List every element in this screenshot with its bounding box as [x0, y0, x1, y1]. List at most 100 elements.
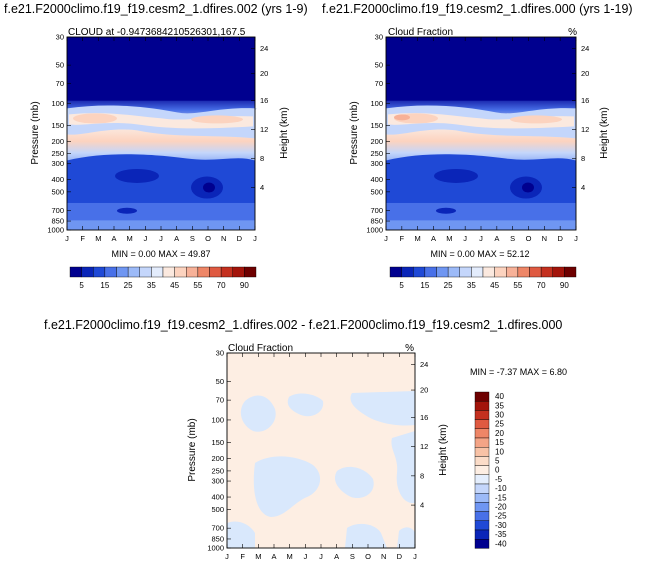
mid-level-cloud [67, 154, 255, 203]
mid-level-min-core [203, 182, 215, 193]
panel-b: f.e21.F2000climo.f19_f19.cesm2_1.dfires.… [322, 2, 633, 290]
x-tick-label: J [574, 234, 578, 243]
diff-field-negative [350, 391, 415, 426]
y-tick-label: 150 [370, 121, 383, 130]
panel-a-ylabel-right: Height (km) [279, 107, 290, 159]
colorbar-swatch [474, 474, 490, 485]
x-tick-label: M [415, 234, 421, 243]
colorbar-swatch [93, 266, 106, 278]
colorbar-label: 70 [217, 281, 226, 290]
colorbar-swatch [494, 266, 507, 278]
y-tick-label: 500 [370, 187, 383, 196]
panel-b-title: f.e21.F2000climo.f19_f19.cesm2_1.dfires.… [322, 2, 633, 16]
colorbar-label: 90 [560, 281, 569, 290]
colorbar-swatch [424, 266, 437, 278]
x-tick-label: J [225, 552, 229, 561]
x-tick-label: M [255, 552, 261, 561]
panel-b-subtitle: Cloud Fraction [388, 27, 453, 38]
colorbar-label: 45 [170, 281, 179, 290]
y-tick-label: 1000 [366, 226, 383, 235]
colorbar-swatch [506, 266, 519, 278]
panel-a: f.e21.F2000climo.f19_f19.cesm2_1.dfires.… [4, 2, 308, 290]
colorbar-label: 15 [420, 281, 429, 290]
low-level-min [117, 207, 137, 214]
y-right-tick-label: 20 [581, 69, 589, 78]
colorbar-swatch [389, 266, 402, 278]
panel-b-colorbar: 5 15 25 35 45 55 70 90 [389, 266, 577, 290]
x-tick-label: J [463, 234, 467, 243]
panel-a-ylabel: Pressure (mb) [30, 101, 41, 164]
x-tick-label: A [334, 552, 339, 561]
colorbar-label: 55 [193, 281, 202, 290]
y-tick-label: 850 [51, 217, 64, 226]
panel-c-subtitle: Cloud Fraction [228, 343, 293, 354]
y-tick-label: 400 [370, 175, 383, 184]
colorbar-swatch [474, 391, 490, 402]
x-tick-label: A [431, 234, 436, 243]
x-tick-label: M [127, 234, 133, 243]
panel-b-stats: MIN = 0.00 MAX = 52.12 [430, 249, 529, 259]
colorbar-swatch [459, 266, 472, 278]
y-tick-label: 50 [375, 61, 383, 70]
colorbar-label: 35 [147, 281, 156, 290]
panel-b-ylabel: Pressure (mb) [349, 101, 360, 164]
y-tick-label: 300 [370, 159, 383, 168]
colorbar-label: 70 [537, 281, 546, 290]
y-tick-label: 700 [51, 206, 64, 215]
plot-frame [66, 36, 256, 231]
colorbar-label: 25 [495, 420, 504, 429]
x-tick-label: S [350, 552, 355, 561]
panel-c-title: f.e21.F2000climo.f19_f19.cesm2_1.dfires.… [44, 318, 562, 332]
mid-level-min-left [115, 168, 159, 183]
y-tick-label: 500 [211, 505, 224, 514]
cloud-field-low-values [386, 37, 576, 101]
x-tick-label: F [400, 234, 405, 243]
y-right-tick-label: 24 [420, 360, 428, 369]
y-right-tick-label: 8 [260, 154, 264, 163]
colorbar-swatch [474, 502, 490, 512]
y-tick-label: 50 [56, 61, 64, 70]
colorbar-swatch [209, 266, 222, 278]
colorbar-swatch [474, 539, 490, 549]
x-tick-label: D [557, 234, 563, 243]
colorbar-label: 35 [495, 401, 504, 410]
x-tick-label: O [365, 552, 371, 561]
x-tick-label: N [542, 234, 547, 243]
colorbar-swatch [116, 266, 129, 278]
x-tick-label: N [221, 234, 226, 243]
colorbar-label: 5 [399, 281, 404, 290]
y-tick-label: 850 [370, 217, 383, 226]
x-tick-label: F [80, 234, 85, 243]
cloud-band-core-right [191, 115, 243, 124]
colorbar-label: 0 [495, 466, 500, 475]
colorbar-swatch [232, 266, 245, 278]
panel-a-stats: MIN = 0.00 MAX = 49.87 [111, 249, 210, 259]
y-right-tick-label: 12 [581, 125, 589, 134]
colorbar-label: -20 [495, 503, 507, 512]
y-tick-label: 70 [56, 79, 64, 88]
colorbar-swatch [474, 410, 490, 420]
colorbar-swatch [474, 529, 490, 540]
y-tick-label: 100 [370, 99, 383, 108]
y-right-tick-label: 24 [260, 44, 268, 53]
y-tick-label: 250 [211, 466, 224, 475]
y-tick-label: 50 [216, 377, 224, 386]
colorbar-label: 40 [495, 392, 504, 401]
x-tick-label: A [174, 234, 179, 243]
colorbar-label: 55 [513, 281, 522, 290]
y-tick-label: 30 [375, 33, 383, 42]
diff-field-negative [227, 521, 255, 548]
colorbar-swatch [186, 266, 199, 278]
colorbar-label: -30 [495, 521, 507, 530]
y-right-tick-label: 20 [420, 386, 428, 395]
colorbar-swatch [127, 266, 140, 278]
panel-c-ylabel: Pressure (mb) [187, 418, 198, 481]
x-tick-label: J [253, 234, 257, 243]
colorbar-swatch [517, 266, 530, 278]
x-tick-label: S [190, 234, 195, 243]
colorbar-swatch [69, 266, 82, 278]
colorbar-swatch [474, 428, 490, 439]
colorbar-swatch [474, 456, 490, 466]
y-tick-label: 250 [370, 149, 383, 158]
